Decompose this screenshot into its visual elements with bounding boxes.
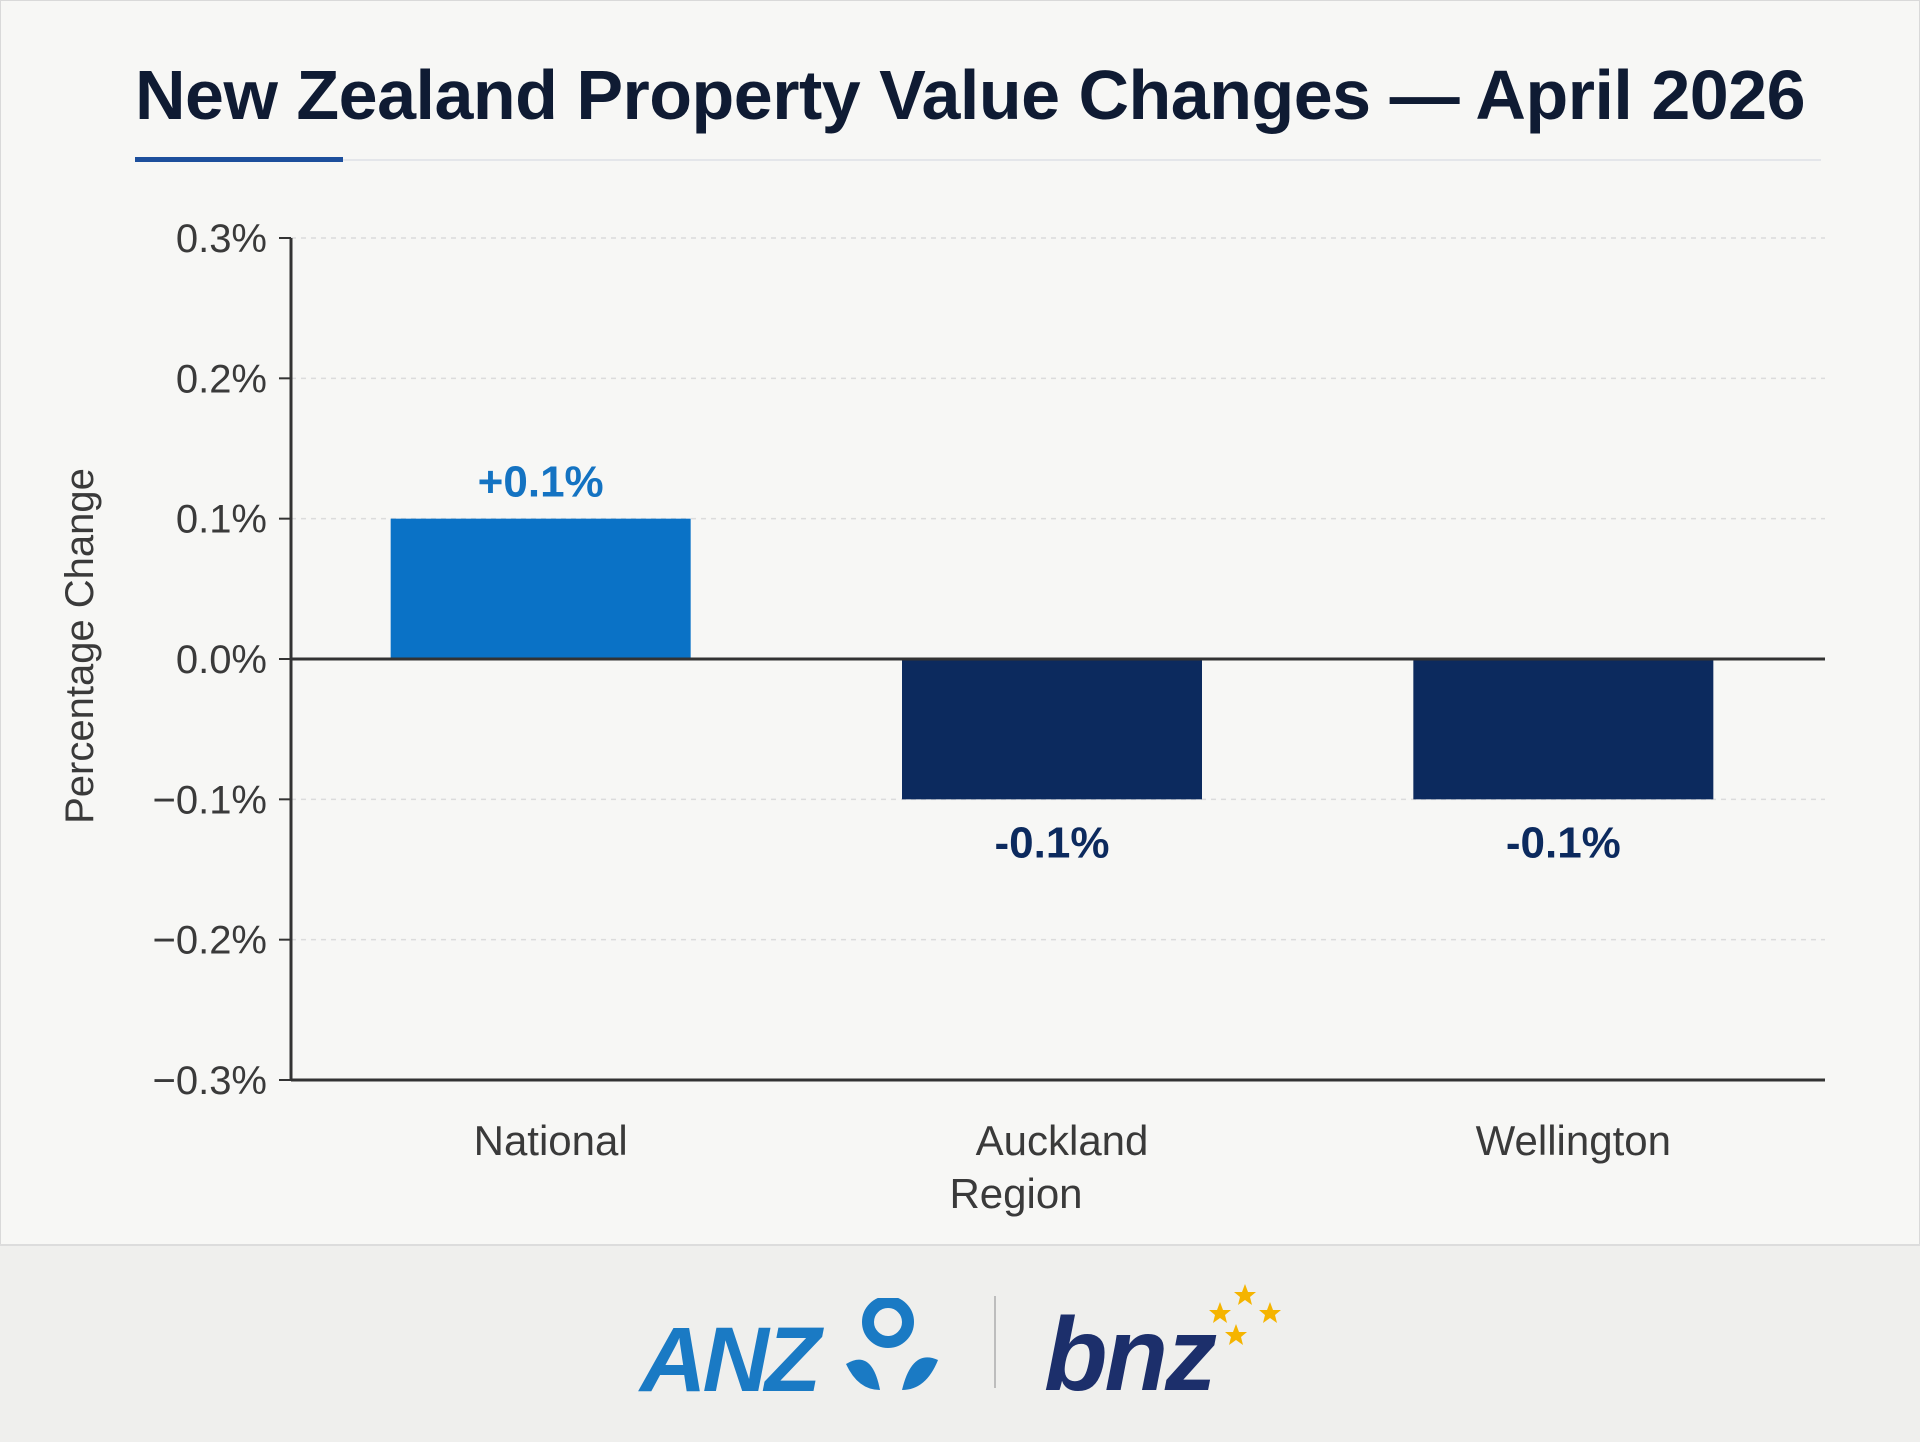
title-accent-bar	[135, 157, 343, 162]
y-tick-label: 0.3%	[176, 217, 267, 261]
footer-logos: ANZ bnz	[0, 1244, 1920, 1442]
bar-chart: 0.3% 0.2% 0.1% 0.0% −0.1% −0.2% −0.3% +0.1% Nati…	[58, 217, 1825, 1217]
y-tick-label: −0.2%	[152, 919, 267, 963]
logo-divider	[994, 1296, 996, 1388]
x-tick-label: Wellington	[1476, 1117, 1671, 1164]
y-tick-label: −0.1%	[152, 778, 267, 822]
y-tick-label: 0.1%	[176, 498, 267, 542]
data-label: -0.1%	[995, 818, 1110, 867]
bar-wellington	[1413, 659, 1714, 800]
anz-person-icon	[846, 1298, 938, 1390]
y-tick-label: 0.0%	[176, 638, 267, 682]
data-label: -0.1%	[1506, 818, 1621, 867]
bar-national	[390, 518, 691, 659]
anz-logo-text: ANZ	[640, 1309, 821, 1411]
y-tick-label: −0.3%	[152, 1059, 267, 1103]
chart-title: New Zealand Property Value Changes — Apr…	[135, 56, 1806, 134]
y-tick-label: 0.2%	[176, 357, 267, 401]
x-tick-label: National	[474, 1117, 628, 1164]
title-rule	[135, 159, 1821, 161]
bnz-stars-icon	[1209, 1284, 1281, 1345]
y-axis-title: Percentage Change	[58, 468, 102, 824]
chart-panel: New Zealand Property Value Changes — Apr…	[0, 0, 1920, 1245]
bnz-logo-text: bnz	[1044, 1297, 1217, 1413]
x-axis-title: Region	[949, 1170, 1082, 1217]
data-label: +0.1%	[478, 458, 604, 507]
x-tick-label: Auckland	[976, 1117, 1149, 1164]
bar-auckland	[902, 659, 1202, 800]
